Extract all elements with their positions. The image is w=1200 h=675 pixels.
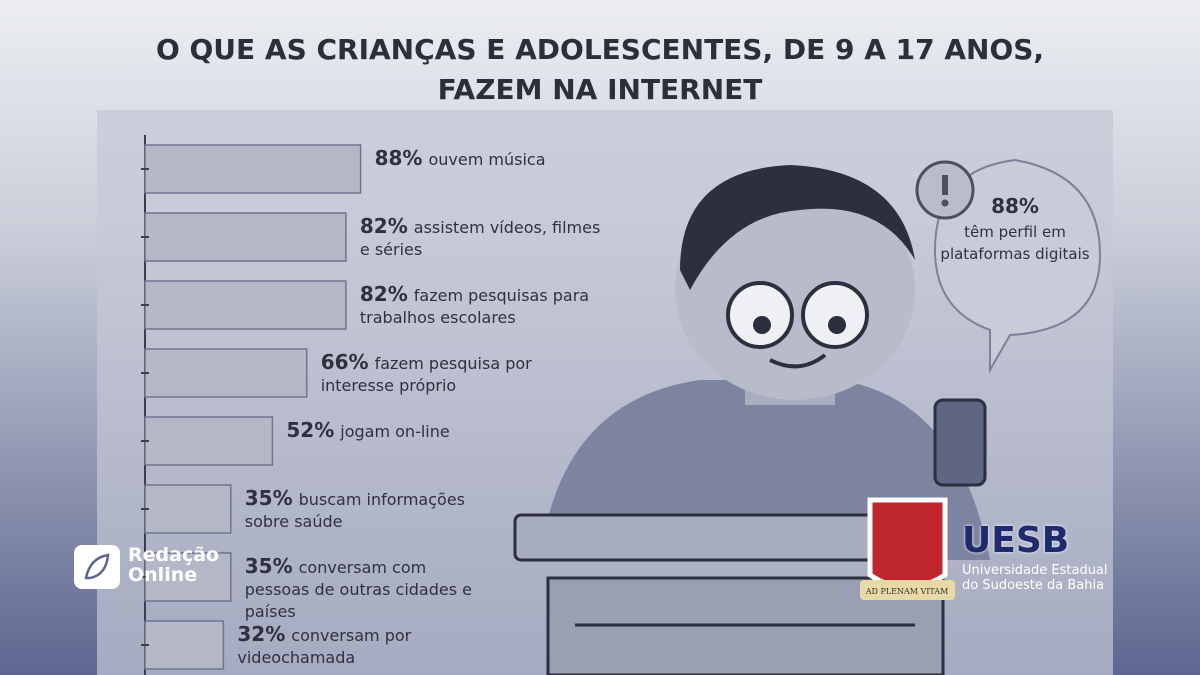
- bar-label: 35% conversam com pessoas de outras cidad…: [245, 555, 495, 623]
- value-label: 88%: [374, 146, 423, 170]
- brand-left: Redação Online: [128, 544, 220, 586]
- category-label: assistem vídeos, filmes e séries: [359, 218, 601, 259]
- logo-icon: [74, 545, 120, 589]
- value-label: 35%: [244, 554, 293, 578]
- bar: [144, 212, 347, 262]
- bar-label: 52% jogam on-line: [286, 419, 536, 443]
- bar: [144, 552, 232, 602]
- bar-label: 82% assistem vídeos, filmes e séries: [360, 215, 610, 261]
- bar-label: 66% fazem pesquisa por interesse próprio: [321, 351, 571, 397]
- bar-label: 82% fazem pesquisas para trabalhos escola…: [360, 283, 610, 329]
- value-label: 52%: [286, 418, 335, 442]
- value-label: 82%: [359, 214, 408, 238]
- category-label: jogam on-line: [340, 422, 450, 441]
- motto: AD PLENAM VITAM: [865, 587, 949, 596]
- bar: [144, 620, 225, 670]
- callout-value: 88%: [991, 194, 1039, 218]
- category-label: ouvem música: [428, 150, 546, 169]
- logo-leaf: [84, 553, 110, 580]
- bar: [144, 348, 308, 398]
- uesb-banner: [860, 580, 955, 600]
- value-label: 82%: [359, 282, 408, 306]
- value-label: 35%: [244, 486, 293, 510]
- value-label: 66%: [320, 350, 369, 374]
- bar-label: 35% buscam informações sobre saúde: [245, 487, 495, 533]
- bar-label: 32% conversam por videochamada: [237, 623, 487, 669]
- category-label: conversam por videochamada: [237, 626, 412, 667]
- callout: 88% têm perfil em plataformas digitais: [935, 195, 1095, 265]
- bar: [144, 416, 274, 466]
- value-label: 32%: [237, 622, 286, 646]
- callout-text: têm perfil em plataformas digitais: [940, 223, 1090, 263]
- bar-label: 88% ouvem música: [375, 147, 625, 171]
- bar: [144, 144, 362, 194]
- bar: [144, 484, 232, 534]
- chart-title: O QUE AS CRIANÇAS E ADOLESCENTES, DE 9 A…: [155, 33, 1045, 106]
- category-label: fazem pesquisa por interesse próprio: [320, 354, 532, 395]
- category-label: fazem pesquisas para trabalhos escolares: [359, 286, 590, 327]
- uesb-shield: [867, 497, 948, 590]
- category-label: buscam informações sobre saúde: [244, 490, 465, 531]
- category-label: conversam com pessoas de outras cidades …: [244, 558, 472, 621]
- brand-subtitle: Universidade Estadual do Sudoeste da Bah…: [962, 563, 1108, 593]
- brand-right: UESB: [962, 520, 1070, 561]
- speech-bubble: [915, 158, 1102, 374]
- bar: [144, 280, 347, 330]
